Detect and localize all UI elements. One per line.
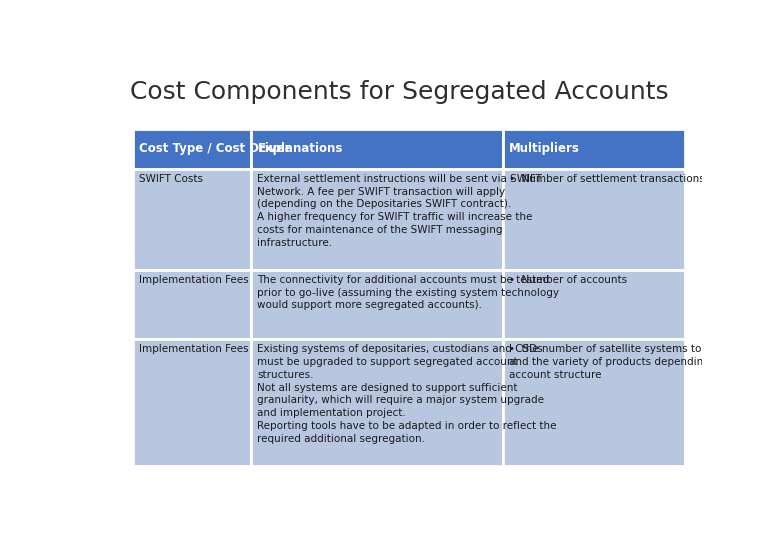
Text: Cost Components for Segregated Accounts: Cost Components for Segregated Accounts bbox=[130, 80, 669, 104]
Bar bbox=[251, 168, 503, 270]
Bar bbox=[503, 129, 685, 168]
Text: •  the number of satellite systems to be adapted
and the variety of products dep: • the number of satellite systems to be … bbox=[509, 344, 764, 380]
Bar bbox=[133, 339, 251, 466]
Text: Implementation Fees: Implementation Fees bbox=[139, 275, 248, 285]
Bar bbox=[133, 270, 251, 339]
Text: The connectivity for additional accounts must be tested
prior to go-live (assumi: The connectivity for additional accounts… bbox=[257, 275, 559, 310]
Text: SWIFT Costs: SWIFT Costs bbox=[139, 174, 203, 184]
Text: Implementation Fees: Implementation Fees bbox=[139, 344, 248, 354]
Text: Explanations: Explanations bbox=[257, 143, 342, 156]
Bar bbox=[503, 168, 685, 270]
Bar bbox=[251, 270, 503, 339]
Bar bbox=[251, 339, 503, 466]
Bar bbox=[251, 129, 503, 168]
Bar bbox=[133, 168, 251, 270]
Text: •  Number of accounts: • Number of accounts bbox=[509, 275, 627, 285]
Text: •  Number of settlement transactions: • Number of settlement transactions bbox=[509, 174, 704, 184]
Bar bbox=[503, 339, 685, 466]
Bar bbox=[503, 270, 685, 339]
Text: Existing systems of depositaries, custodians and CSDs
must be upgraded to suppor: Existing systems of depositaries, custod… bbox=[257, 344, 557, 444]
Bar bbox=[133, 129, 251, 168]
Text: Multipliers: Multipliers bbox=[509, 143, 580, 156]
Text: External settlement instructions will be sent via SWIFT
Network. A fee per SWIFT: External settlement instructions will be… bbox=[257, 174, 542, 248]
Text: Cost Type / Cost Driver: Cost Type / Cost Driver bbox=[139, 143, 290, 156]
